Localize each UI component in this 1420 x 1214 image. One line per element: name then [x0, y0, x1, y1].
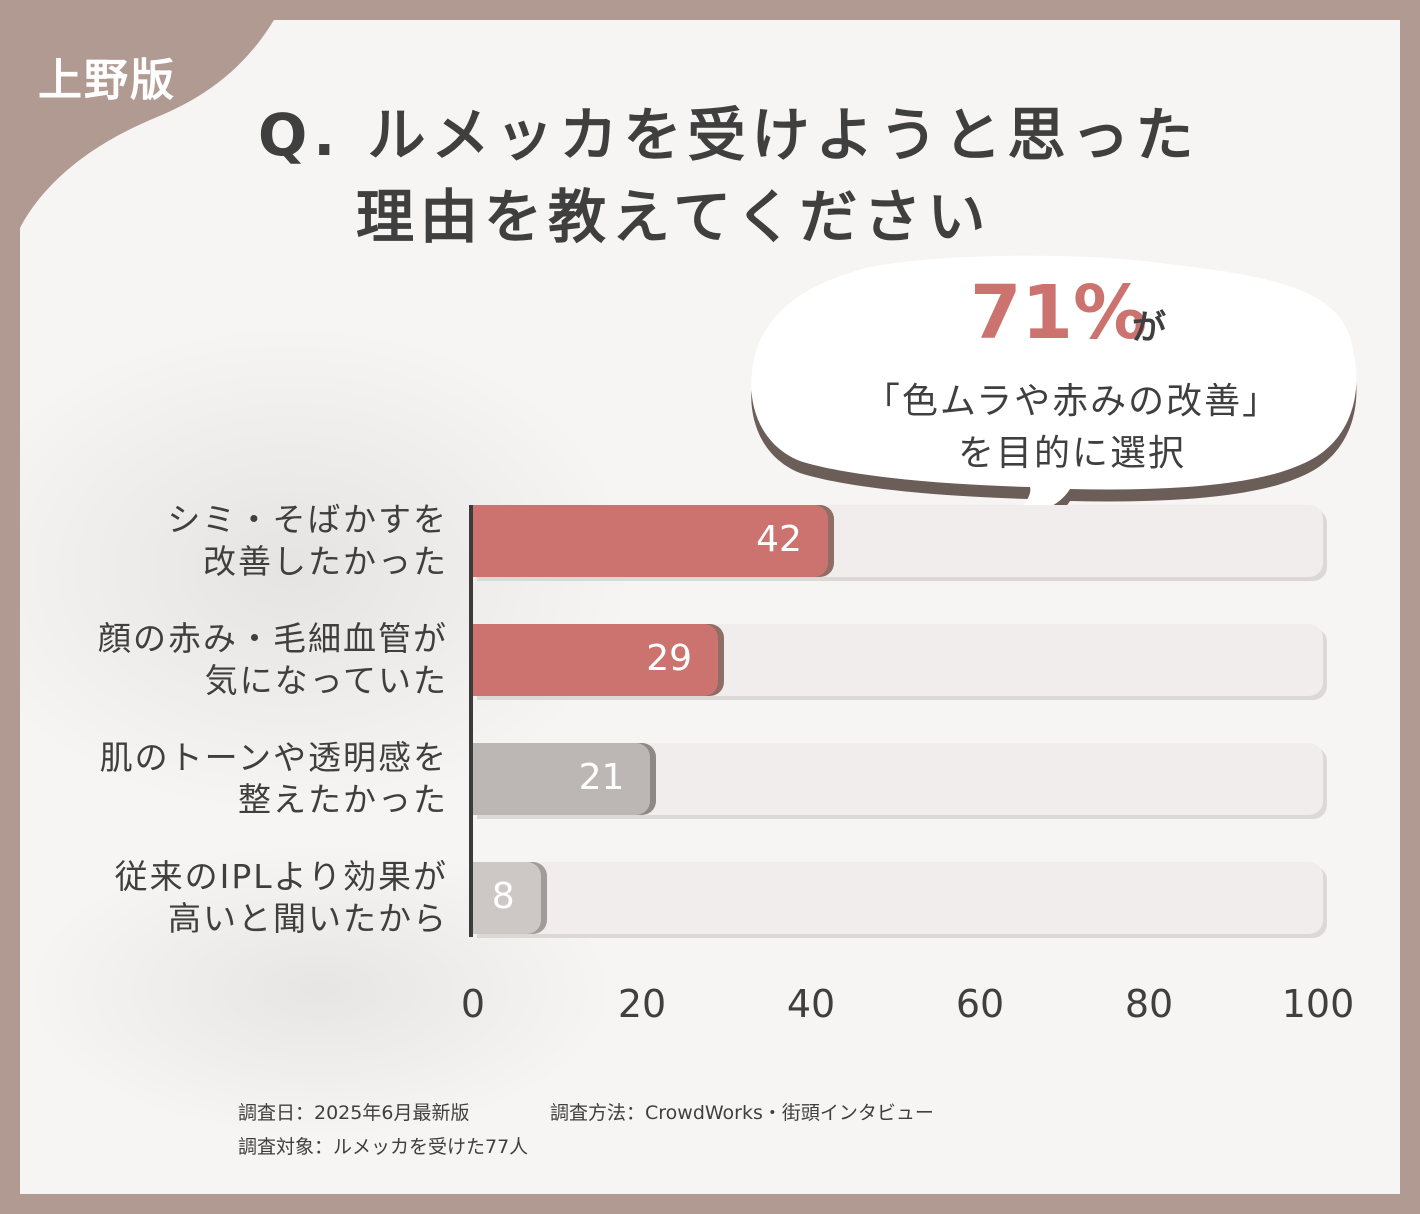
speech-bubble [751, 255, 1357, 529]
category-label: 従来のIPLより効果が 高いと聞いたから [28, 856, 448, 940]
footer-survey-date: 調査日：2025年6月最新版 [238, 1102, 470, 1124]
x-tick-label: 40 [786, 982, 836, 1026]
footer-method: 調査方法：CrowdWorks・街頭インタビュー [550, 1102, 934, 1124]
bar [473, 624, 719, 696]
bar-track [473, 862, 1323, 934]
category-label-line: 高いと聞いたから [168, 899, 448, 938]
y-axis-line [469, 505, 473, 937]
bar-value-label: 29 [646, 638, 693, 679]
question-line-2: 理由を教えてください [356, 183, 992, 251]
callout-line-2: 「色ムラや赤みの改善」 [863, 381, 1281, 422]
badge-label: 上野版 [38, 55, 176, 106]
category-label: シミ・そばかすを 改善したかった [28, 499, 448, 583]
corner-badge-shape [0, 0, 285, 236]
callout-suffix: が [1132, 308, 1166, 348]
callout-percent: 71% [970, 270, 1148, 356]
x-tick-label: 60 [955, 982, 1005, 1026]
x-tick-label: 20 [617, 982, 667, 1026]
category-label-line: 肌のトーンや透明感を [99, 738, 448, 777]
bar-value-label: 21 [578, 757, 625, 798]
bar-value-label: 42 [756, 519, 802, 560]
category-label-line: 顔の赤み・毛細血管が [98, 619, 448, 658]
callout-line-3: を目的に選択 [957, 433, 1186, 474]
category-label: 肌のトーンや透明感を 整えたかった [28, 737, 448, 821]
category-label-line: シミ・そばかすを [167, 500, 448, 539]
category-label-line: 気になっていた [204, 661, 448, 700]
category-label-line: 整えたかった [238, 780, 448, 819]
category-label-line: 従来のIPLより効果が [114, 857, 448, 896]
bar [473, 862, 541, 934]
category-label-line: 改善したかった [203, 542, 448, 581]
x-tick-label: 100 [1281, 982, 1355, 1026]
question-line-1: Q. ルメッカを受けようと思った [258, 101, 1200, 169]
x-tick-label: 80 [1124, 982, 1174, 1026]
footer-target: 調査対象：ルメッカを受けた77人 [238, 1136, 529, 1158]
category-label: 顔の赤み・毛細血管が 気になっていた [28, 618, 448, 702]
bar [473, 743, 651, 815]
bar [473, 505, 828, 577]
bar-value-label: 8 [491, 876, 515, 917]
x-tick-label: 0 [460, 982, 486, 1026]
